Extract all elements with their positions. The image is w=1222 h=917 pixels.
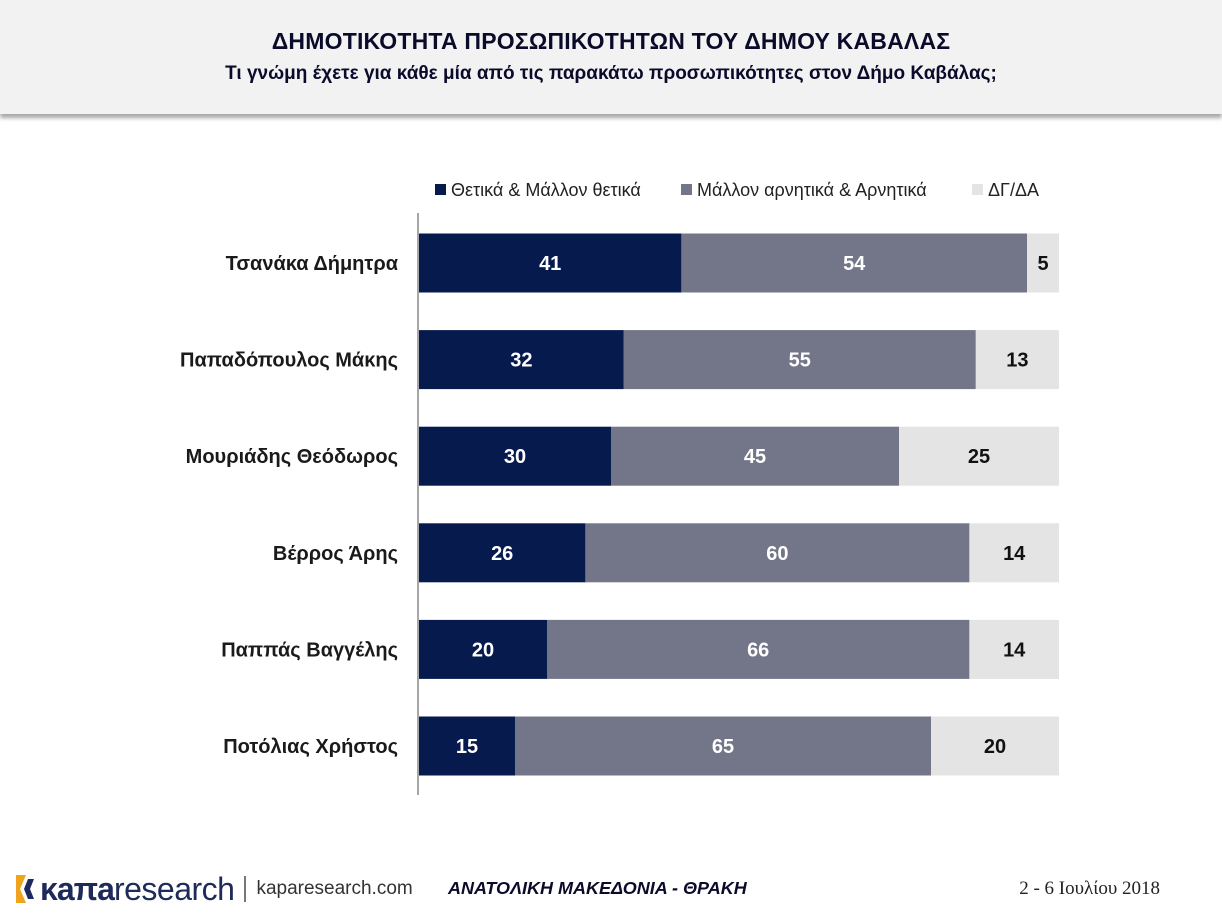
legend-swatch — [681, 184, 692, 195]
bar-segment — [1027, 233, 1059, 293]
data-label: 25 — [968, 446, 990, 468]
region-label: ΑΝΑΤΟΛΙΚΗ ΜΑΚΕΔΟΝΙΑ - ΘΡΑΚΗ — [448, 878, 747, 898]
bar-segment — [515, 716, 931, 776]
category-label: Ποτόλιας Χρήστος — [223, 736, 398, 758]
bar-segment — [419, 716, 515, 776]
bar-segment — [623, 330, 976, 390]
legend-label: ΔΓ/ΔΑ — [988, 180, 1039, 200]
category-label: Παπαδόπουλος Μάκης — [180, 350, 398, 372]
bar-segment — [419, 523, 586, 583]
data-label: 54 — [843, 253, 866, 275]
bar-segment — [969, 523, 1059, 583]
logo-separator — [244, 876, 247, 902]
legend-label: Θετικά & Μάλλον θετικά — [451, 180, 641, 200]
bar-segment — [681, 233, 1027, 293]
website-url: kaparesearch.com — [256, 878, 413, 899]
legend-swatch — [435, 184, 446, 195]
data-label: 14 — [1003, 543, 1026, 565]
legend-swatch — [972, 184, 983, 195]
bar-segment — [419, 330, 624, 390]
logo-kapa-text: κaπa — [40, 870, 115, 907]
bar-segment — [899, 426, 1059, 486]
data-label: 30 — [504, 446, 526, 468]
bar-segment — [419, 233, 682, 293]
bar-segment — [611, 426, 899, 486]
bar-segment — [419, 619, 547, 679]
data-label: 65 — [712, 736, 734, 758]
kapa-research-logo: κaπa research kaparesearch.com — [14, 868, 413, 910]
chart-subtitle: Τι γνώμη έχετε για κάθε μία από τις παρα… — [225, 63, 997, 84]
chart-title: ΔΗΜΟΤΙΚΟΤΗΤΑ ΠΡΟΣΩΠΙΚΟΤΗΤΩΝ ΤΟΥ ΔΗΜΟΥ ΚΑ… — [271, 28, 951, 54]
data-label: 55 — [789, 350, 811, 372]
category-label: Τσανάκα Δήμητρα — [226, 253, 399, 275]
bar-segment — [931, 716, 1059, 776]
header-banner: ΔΗΜΟΤΙΚΟΤΗΤΑ ΠΡΟΣΩΠΙΚΟΤΗΤΩΝ ΤΟΥ ΔΗΜΟΥ ΚΑ… — [0, 0, 1222, 114]
logo-mark-icon — [16, 875, 34, 903]
bar-segment — [419, 426, 611, 486]
data-label: 20 — [984, 736, 1006, 758]
data-label: 60 — [766, 543, 788, 565]
bar-segment — [547, 619, 970, 679]
data-label: 26 — [491, 543, 513, 565]
data-label: 15 — [456, 736, 478, 758]
category-label: Μουριάδης Θεόδωρος — [186, 446, 398, 468]
survey-date: 2 - 6 Ιουλίου 2018 — [1019, 878, 1160, 899]
data-label: 13 — [1006, 350, 1028, 372]
logo-research-text: research — [113, 870, 235, 907]
data-label: 20 — [472, 639, 494, 661]
category-label: Βέρρος Άρης — [273, 543, 398, 565]
data-label: 5 — [1037, 253, 1048, 275]
bar-segment — [585, 523, 970, 583]
bar-segment — [975, 330, 1059, 390]
bar-segment — [969, 619, 1059, 679]
data-label: 32 — [510, 350, 532, 372]
category-label: Παππάς Βαγγέλης — [221, 639, 398, 661]
data-label: 41 — [539, 253, 561, 275]
data-label: 66 — [747, 639, 769, 661]
data-label: 45 — [744, 446, 766, 468]
legend-label: Μάλλον αρνητικά & Αρνητικά — [697, 180, 927, 200]
data-label: 14 — [1003, 639, 1026, 661]
